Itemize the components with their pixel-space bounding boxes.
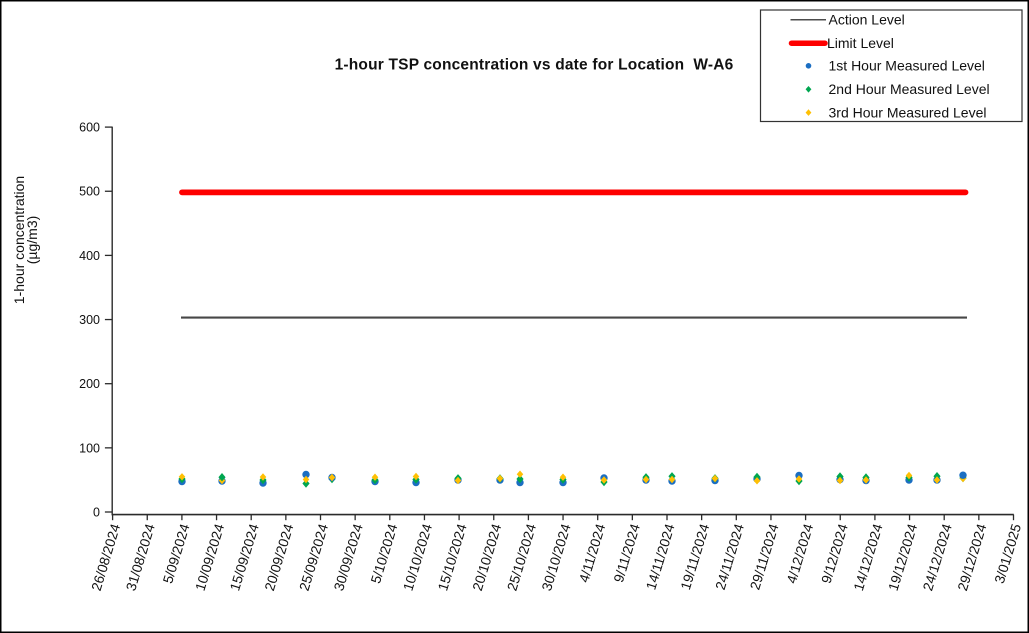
svg-text:2nd Hour Measured Level: 2nd Hour Measured Level — [829, 81, 990, 97]
svg-text:400: 400 — [79, 249, 100, 263]
svg-text:300: 300 — [79, 313, 100, 327]
svg-text:3rd Hour Measured Level: 3rd Hour Measured Level — [829, 105, 987, 121]
svg-text:1st Hour Measured Level: 1st Hour Measured Level — [829, 58, 985, 74]
svg-text:Limit Level: Limit Level — [827, 35, 894, 51]
svg-text:1-hour concentration(µg/m3): 1-hour concentration(µg/m3) — [11, 176, 40, 304]
svg-text:100: 100 — [79, 441, 100, 455]
svg-text:0: 0 — [93, 505, 100, 519]
svg-text:500: 500 — [79, 185, 100, 199]
svg-text:Action Level: Action Level — [829, 12, 905, 28]
svg-text:1-hour TSP concentration vs da: 1-hour TSP concentration vs date for Loc… — [335, 57, 734, 74]
svg-text:600: 600 — [79, 121, 100, 135]
svg-text:200: 200 — [79, 377, 100, 391]
